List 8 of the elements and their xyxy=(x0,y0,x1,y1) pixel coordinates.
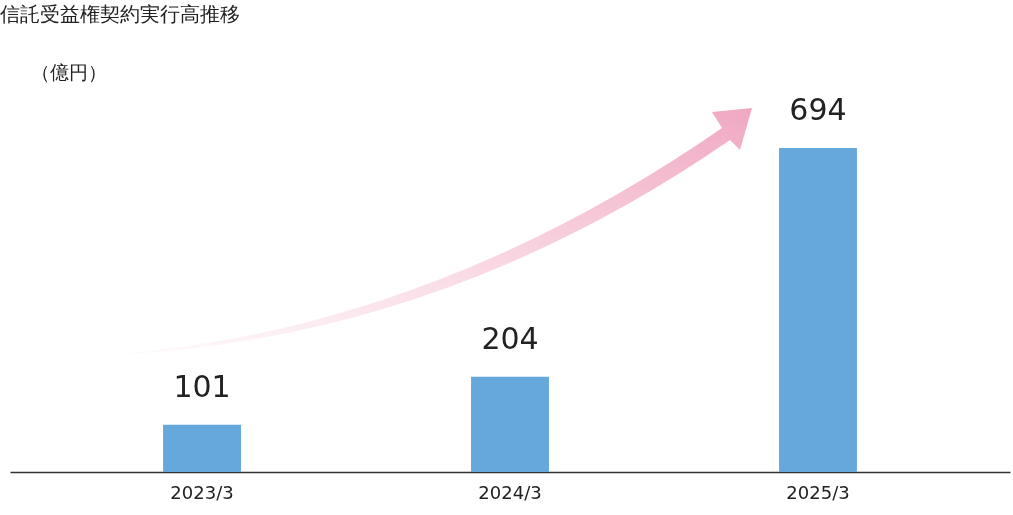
data-label: 694 xyxy=(789,91,847,127)
x-tick-label: 2025/3 xyxy=(786,481,850,503)
x-tick-label: 2023/3 xyxy=(170,481,234,503)
data-label: 204 xyxy=(481,320,539,356)
chart-title: 信託受益権契約実行高推移 xyxy=(0,2,240,26)
data-label: 101 xyxy=(173,368,231,404)
y-axis-title: （億円） xyxy=(30,60,107,83)
x-tick-label: 2024/3 xyxy=(478,481,542,503)
